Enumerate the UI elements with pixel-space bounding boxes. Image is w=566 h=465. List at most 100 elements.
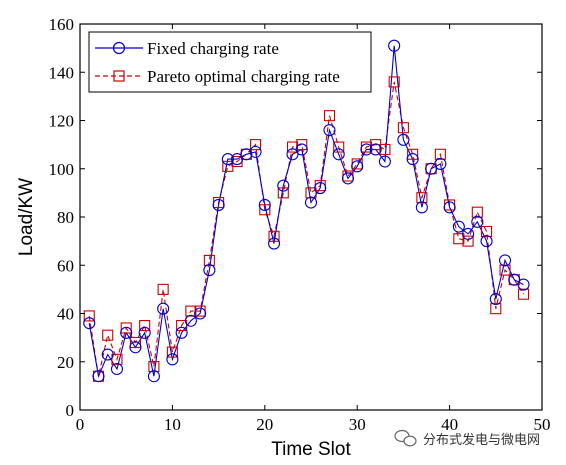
fixed-point <box>517 278 530 291</box>
fixed-point <box>425 162 438 175</box>
pareto-point <box>416 192 428 204</box>
fixed-point <box>120 326 133 339</box>
fixed-point <box>434 157 447 170</box>
pareto-point <box>517 288 530 300</box>
fixed-point <box>157 302 170 315</box>
legend-label-fixed: Fixed charging rate <box>147 39 279 58</box>
x-tick-label: 50 <box>534 415 551 434</box>
pareto-point <box>139 320 151 332</box>
fixed-point <box>184 314 197 327</box>
fixed-point <box>110 362 124 376</box>
pareto-point <box>471 206 483 218</box>
fixed-point <box>462 227 475 240</box>
x-tick-label: 20 <box>256 415 273 434</box>
y-tick-label: 140 <box>49 63 75 82</box>
pareto-point <box>157 283 169 295</box>
watermark: 分布式发电与微电网 <box>394 429 540 448</box>
fixed-point <box>498 254 512 267</box>
legend: Fixed charging rate Pareto optimal charg… <box>88 31 372 93</box>
pareto-point <box>148 361 160 373</box>
watermark-text: 分布式发电与微电网 <box>423 432 540 448</box>
fixed-point <box>221 153 234 166</box>
pareto-point <box>379 143 391 155</box>
pareto-point <box>277 187 289 199</box>
pareto-point <box>499 264 511 276</box>
fixed-point <box>231 153 244 166</box>
y-tick-label: 60 <box>57 256 74 275</box>
fixed-point <box>147 370 160 383</box>
fixed-point <box>378 155 391 168</box>
fixed-point <box>406 153 419 166</box>
fixed-point <box>480 235 493 248</box>
fixed-point <box>397 133 410 146</box>
pareto-point <box>250 139 262 151</box>
x-tick-label: 30 <box>349 415 366 434</box>
fixed-point <box>341 172 355 185</box>
pareto-point <box>120 322 132 334</box>
x-tick-label: 10 <box>164 415 181 434</box>
pareto-point <box>83 310 95 322</box>
fixed-point <box>489 292 502 306</box>
fixed-point <box>314 182 327 195</box>
fixed-point <box>175 326 188 339</box>
y-tick-label: 100 <box>49 160 75 179</box>
pareto-point <box>102 329 114 341</box>
fixed-point <box>258 198 271 211</box>
legend-marker-fixed <box>112 41 126 55</box>
pareto-point <box>268 230 280 242</box>
pareto-point <box>305 187 317 199</box>
pareto-point <box>111 353 123 365</box>
x-tick-label: 0 <box>76 415 85 434</box>
pareto-point <box>397 122 409 134</box>
fixed-point <box>388 39 401 52</box>
fixed-point <box>101 348 114 361</box>
y-tick-label: 120 <box>49 112 75 131</box>
fixed-point <box>194 307 207 320</box>
fixed-point <box>332 148 345 161</box>
y-tick-label: 0 <box>66 401 75 420</box>
pareto-point <box>203 254 215 266</box>
pareto-point <box>286 141 299 153</box>
fixed-point <box>92 370 105 383</box>
pareto-point <box>462 235 474 247</box>
pareto-point <box>296 139 308 151</box>
pareto-point <box>434 148 446 160</box>
fixed-point <box>138 326 151 339</box>
fixed-point <box>295 143 308 156</box>
fixed-point <box>443 201 456 214</box>
pareto-point <box>407 148 419 160</box>
pareto-point <box>129 336 141 349</box>
x-axis-title: Time Slot <box>271 439 351 460</box>
pareto-point <box>323 110 336 122</box>
fixed-point <box>471 215 484 228</box>
fixed-point <box>240 148 253 161</box>
pareto-point <box>388 76 400 88</box>
pareto-point <box>490 303 502 315</box>
fixed-point <box>129 341 142 354</box>
fixed-point <box>323 124 336 137</box>
fixed-point <box>286 148 299 161</box>
y-tick-label: 20 <box>57 353 74 372</box>
pareto-point <box>166 346 178 358</box>
series-line-fixed <box>88 45 524 379</box>
fixed-point <box>277 179 290 192</box>
fixed-point <box>212 198 225 211</box>
x-tick-label: 40 <box>441 415 458 434</box>
fixed-point <box>369 143 382 156</box>
fixed-point <box>203 264 216 277</box>
series-layer <box>83 39 530 383</box>
y-tick-label: 80 <box>57 208 74 227</box>
y-axis-title: Load/KW <box>16 178 37 256</box>
legend-marker-pareto <box>113 70 125 82</box>
pareto-point <box>185 305 197 317</box>
wechat-icon <box>394 429 417 447</box>
legend-label-pareto: Pareto optimal charging rate <box>147 67 340 86</box>
y-tick-label: 40 <box>57 305 74 324</box>
fixed-point <box>83 317 96 330</box>
legend-box <box>88 31 372 93</box>
fixed-point <box>452 220 465 233</box>
fixed-point <box>166 353 179 366</box>
y-tick-label: 160 <box>49 15 75 34</box>
fixed-point <box>508 273 521 286</box>
fixed-point <box>304 196 318 209</box>
